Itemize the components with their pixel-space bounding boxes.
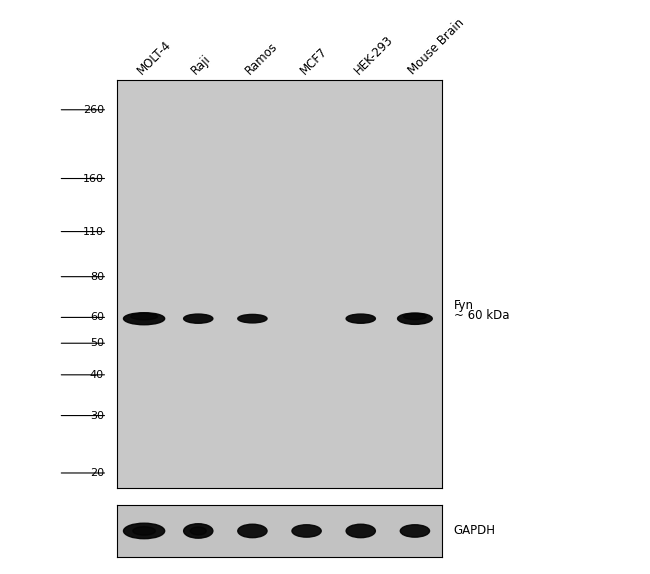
Text: MCF7: MCF7	[298, 45, 330, 77]
Text: 40: 40	[90, 370, 104, 380]
Ellipse shape	[131, 313, 157, 320]
Ellipse shape	[238, 315, 267, 323]
Ellipse shape	[346, 524, 376, 538]
Text: 30: 30	[90, 410, 104, 421]
Ellipse shape	[190, 527, 206, 535]
Text: 20: 20	[90, 468, 104, 478]
Text: MOLT-4: MOLT-4	[135, 38, 174, 77]
Text: Fyn: Fyn	[454, 300, 474, 312]
Text: 50: 50	[90, 338, 104, 348]
Text: 80: 80	[90, 272, 104, 282]
Text: 110: 110	[83, 227, 104, 236]
Text: GAPDH: GAPDH	[454, 525, 496, 537]
Ellipse shape	[133, 527, 155, 535]
Text: ~ 60 kDa: ~ 60 kDa	[454, 309, 509, 322]
Ellipse shape	[183, 523, 213, 538]
Ellipse shape	[238, 524, 267, 538]
Ellipse shape	[404, 313, 426, 320]
Ellipse shape	[346, 314, 376, 323]
Ellipse shape	[400, 525, 430, 537]
Text: 160: 160	[83, 173, 104, 184]
Text: Raji: Raji	[189, 53, 214, 77]
Text: 260: 260	[83, 105, 104, 115]
Ellipse shape	[183, 314, 213, 323]
Text: HEK-293: HEK-293	[352, 33, 396, 77]
Text: Ramos: Ramos	[243, 40, 281, 77]
Ellipse shape	[398, 313, 432, 324]
Ellipse shape	[124, 313, 164, 325]
Ellipse shape	[292, 525, 321, 537]
Text: Mouse Brain: Mouse Brain	[406, 17, 467, 77]
Ellipse shape	[124, 523, 164, 538]
Text: 60: 60	[90, 312, 104, 323]
